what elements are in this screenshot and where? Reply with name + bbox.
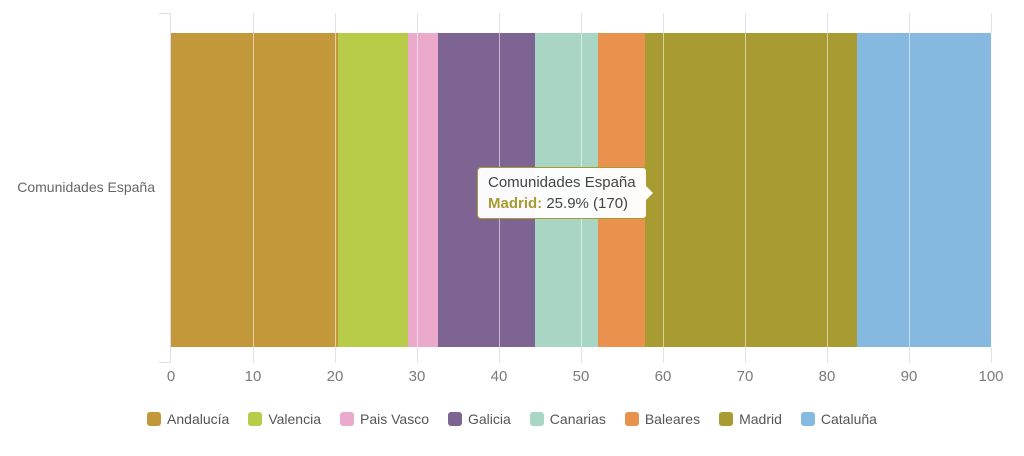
tooltip-series-label: Madrid: <box>488 195 543 212</box>
legend-label-canarias: Canarias <box>549 411 606 427</box>
x-tick-bottom-50 <box>581 347 582 363</box>
x-tick-bottom-20 <box>335 347 336 363</box>
x-tick-top-60 <box>663 13 664 33</box>
y-axis-bottom-cap <box>159 362 171 363</box>
legend-swatch-galicia <box>448 412 462 426</box>
legend-label-madrid: Madrid <box>739 411 782 427</box>
legend-swatch-valencia <box>248 412 263 426</box>
legend-swatch-madrid <box>719 412 734 426</box>
gridline-10 <box>253 33 254 347</box>
legend-swatch-cataluna <box>800 412 815 426</box>
x-tick-top-20 <box>335 13 336 33</box>
gridline-60 <box>663 33 664 347</box>
legend-item-madrid[interactable]: Madrid <box>719 411 782 427</box>
x-tick-label-50: 50 <box>572 368 590 385</box>
legend-item-pais-vasco[interactable]: Pais Vasco <box>340 411 429 427</box>
x-tick-top-100 <box>991 13 992 33</box>
x-tick-bottom-30 <box>417 347 418 363</box>
x-tick-bottom-90 <box>909 347 910 363</box>
bar-segment-cataluna[interactable] <box>857 33 991 347</box>
legend-item-baleares[interactable]: Baleares <box>624 411 701 427</box>
legend: Andalucía Valencia Pais Vasco Galicia Canari… <box>0 411 1024 427</box>
legend-item-valencia[interactable]: Valencia <box>248 411 321 427</box>
legend-label-baleares: Baleares <box>644 411 701 427</box>
tooltip-title: Comunidades España <box>488 174 636 191</box>
gridline-30 <box>417 33 418 347</box>
legend-swatch-pais-vasco <box>340 412 354 426</box>
y-axis-top-cap <box>159 13 171 14</box>
legend-item-andalucia[interactable]: Andalucía <box>147 411 229 427</box>
legend-item-galicia[interactable]: Galicia <box>448 411 511 427</box>
x-tick-top-90 <box>909 13 910 33</box>
x-tick-label-20: 20 <box>326 368 344 385</box>
x-tick-bottom-80 <box>827 347 828 363</box>
x-tick-label-100: 100 <box>978 368 1004 385</box>
x-tick-label-90: 90 <box>900 368 918 385</box>
x-tick-label-40: 40 <box>490 368 508 385</box>
x-tick-top-30 <box>417 13 418 33</box>
x-tick-label-0: 0 <box>166 368 176 385</box>
legend-label-galicia: Galicia <box>468 411 511 427</box>
x-tick-bottom-100 <box>991 347 992 363</box>
x-tick-top-80 <box>827 13 828 33</box>
tooltip: Comunidades España Madrid: 25.9% (170) <box>477 167 655 219</box>
gridline-70 <box>745 33 746 347</box>
legend-label-andalucia: Andalucía <box>167 411 230 427</box>
legend-item-canarias[interactable]: Canarias <box>529 411 606 427</box>
x-tick-top-50 <box>581 13 582 33</box>
legend-item-cataluna[interactable]: Cataluña <box>800 411 877 427</box>
y-category-label: Comunidades España <box>17 179 155 195</box>
tooltip-value-line: Madrid: 25.9% (170) <box>488 193 636 214</box>
legend-label-valencia: Valencia <box>268 411 321 427</box>
legend-label-pais-vasco: Pais Vasco <box>360 411 429 427</box>
legend-swatch-canarias <box>529 412 544 426</box>
x-tick-top-70 <box>745 13 746 33</box>
legend-swatch-andalucia <box>147 412 162 426</box>
bar-segment-andalucia[interactable] <box>171 33 339 347</box>
y-axis-line <box>170 13 171 363</box>
x-tick-top-10 <box>253 13 254 33</box>
x-tick-label-10: 10 <box>244 368 262 385</box>
gridline-20 <box>335 33 336 347</box>
bar-segment-madrid[interactable] <box>644 33 858 347</box>
legend-label-cataluna: Cataluña <box>820 411 877 427</box>
x-tick-label-80: 80 <box>818 368 836 385</box>
gridline-90 <box>909 33 910 347</box>
x-tick-label-70: 70 <box>736 368 754 385</box>
tooltip-value: 25.9% (170) <box>542 195 629 212</box>
bar-segment-valencia[interactable] <box>338 33 408 347</box>
x-tick-label-30: 30 <box>408 368 426 385</box>
x-tick-bottom-70 <box>745 347 746 363</box>
x-tick-bottom-40 <box>499 347 500 363</box>
gridline-80 <box>827 33 828 347</box>
x-tick-label-60: 60 <box>654 368 672 385</box>
bar-segment-pais-vasco[interactable] <box>407 33 439 347</box>
x-tick-bottom-60 <box>663 347 664 363</box>
x-tick-top-40 <box>499 13 500 33</box>
legend-swatch-baleares <box>624 412 639 426</box>
x-tick-bottom-10 <box>253 347 254 363</box>
